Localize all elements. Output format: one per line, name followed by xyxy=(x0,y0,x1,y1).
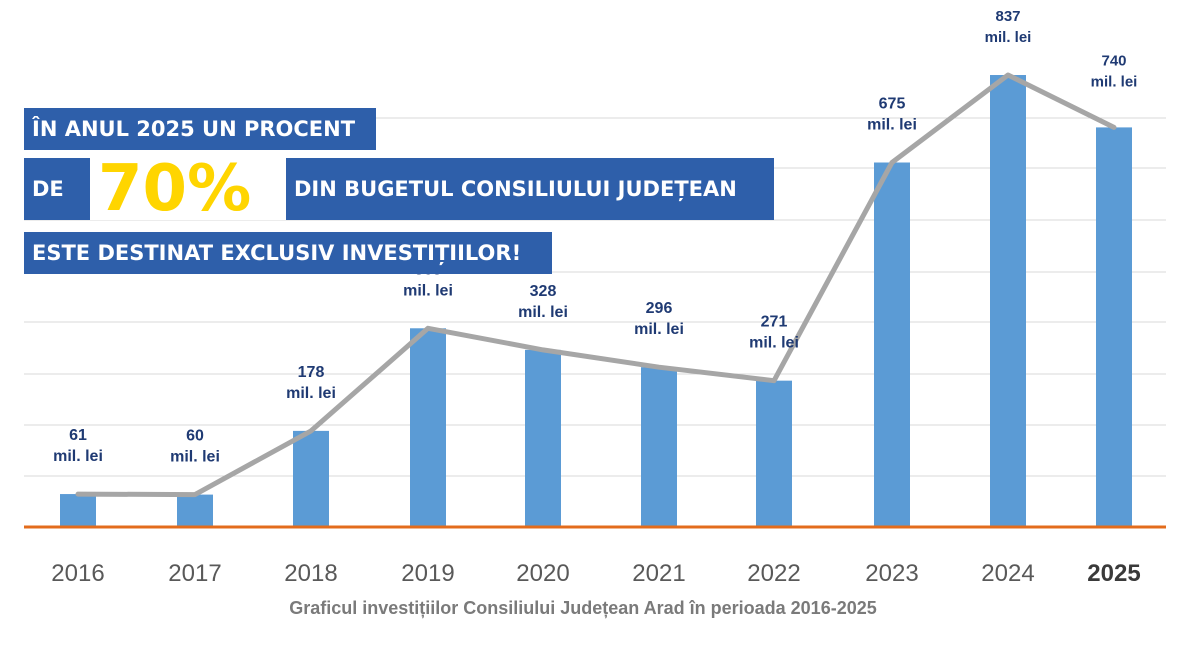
bar-2018 xyxy=(293,430,329,527)
bar-2021 xyxy=(641,367,677,527)
data-label-value: 61 xyxy=(69,427,87,444)
bar-2022 xyxy=(756,380,792,527)
x-tick-label: 2022 xyxy=(747,560,800,587)
data-label-unit: mil. lei xyxy=(53,448,103,465)
data-label-unit: mil. lei xyxy=(634,321,684,338)
x-tick-label: 2021 xyxy=(632,560,685,587)
data-label-unit: mil. lei xyxy=(985,29,1032,46)
data-label-value: 296 xyxy=(646,300,673,317)
x-tick-label: 2020 xyxy=(516,560,569,587)
x-tick-label: 2024 xyxy=(981,560,1034,587)
banner-suffix: DIN BUGETUL CONSILIULUI JUDEȚEAN xyxy=(294,177,737,201)
x-tick-label: 2019 xyxy=(401,560,454,587)
trend-line xyxy=(75,72,1117,498)
percent-highlight-box xyxy=(90,158,286,220)
data-label-value: 740 xyxy=(1101,52,1126,69)
x-tick-label: 2017 xyxy=(168,560,221,587)
data-label-unit: mil. lei xyxy=(170,449,220,466)
banner-line-1: ÎN ANUL 2025 UN PROCENT xyxy=(24,108,376,150)
banner-line-2: DE 70% DIN BUGETUL CONSILIULUI JUDEȚEAN xyxy=(24,152,774,226)
bar-2019 xyxy=(410,328,446,527)
data-label-value: 328 xyxy=(530,283,557,300)
data-label-value: 60 xyxy=(186,428,204,445)
data-label-unit: mil. lei xyxy=(518,304,568,321)
data-label-value: 271 xyxy=(761,314,788,331)
data-label-value: 675 xyxy=(879,96,906,113)
banner-prefix: DE xyxy=(32,177,64,201)
data-label-unit: mil. lei xyxy=(1091,73,1138,90)
x-tick-label: 2018 xyxy=(284,560,337,587)
bar-2020 xyxy=(525,349,561,527)
bar-2024 xyxy=(990,75,1026,528)
data-label-unit: mil. lei xyxy=(749,335,799,352)
data-label-value: 837 xyxy=(995,8,1020,25)
x-tick-label: 2023 xyxy=(865,560,918,587)
bar-2023 xyxy=(874,162,910,527)
bar-2025 xyxy=(1096,127,1132,528)
data-label-unit: mil. lei xyxy=(403,282,453,299)
chart-caption: Graficul investițiilor Consiliului Județ… xyxy=(289,598,877,618)
data-label-unit: mil. lei xyxy=(867,117,917,134)
data-label-value: 178 xyxy=(298,364,325,381)
bar-2017 xyxy=(177,494,213,527)
percent-value: 70% xyxy=(98,152,252,226)
data-label-unit: mil. lei xyxy=(286,385,336,402)
banner-line-3: ESTE DESTINAT EXCLUSIV INVESTIȚIILOR! xyxy=(24,232,552,274)
bar-2016 xyxy=(60,494,96,527)
x-tick-label: 2025 xyxy=(1087,560,1140,587)
x-tick-label: 2016 xyxy=(51,560,104,587)
